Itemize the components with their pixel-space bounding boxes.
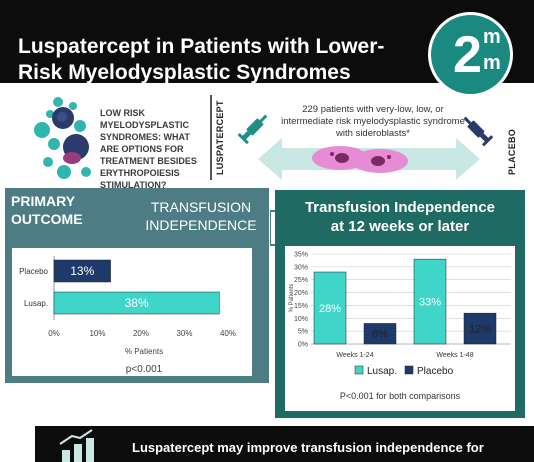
- chart1-xtick-4: 40%: [220, 329, 236, 338]
- outcome-measure-label: TRANSFUSION INDEPENDENCE: [126, 198, 276, 234]
- growth-chart-icon: [59, 429, 94, 462]
- legend-swatch-placebo: [404, 365, 414, 375]
- legend-label-lusap: Lusap.: [367, 366, 397, 377]
- chart1-category-1: Lusap.: [24, 299, 48, 308]
- page-title: Luspatercept in Patients with Lower-Risk…: [18, 35, 385, 84]
- chart2-ylabel: % Patients: [289, 284, 295, 313]
- chart2-category-0: Weeks 1-24: [336, 352, 373, 359]
- logo-letter-bottom: m: [483, 52, 501, 74]
- chart1-category-0: Placebo: [19, 267, 48, 276]
- placebo-arm-label: PLACEBO: [507, 128, 517, 175]
- chart2-ytick-5: 25%: [294, 277, 308, 284]
- chart2-ytick-4: 20%: [294, 290, 308, 297]
- chart2-bar-1-1: [463, 312, 497, 345]
- primary-label-line1: PRIMARY: [11, 193, 76, 209]
- chart1-xtick-0: 0%: [48, 329, 60, 338]
- chart2-bar-value-1-1: 12%: [469, 324, 491, 336]
- logo-digit: 2: [453, 26, 482, 84]
- chart2-ytick-3: 15%: [294, 303, 308, 310]
- syringe-icon: [237, 114, 268, 145]
- chart2-bar-value-0-1: 8%: [372, 329, 388, 341]
- chart2-labels: 0% 5% 10% 15% 20% 25% 30% 35% 28% 8% Weeks 1-24 33%…: [294, 252, 491, 360]
- chart2-ytick-6: 30%: [294, 264, 308, 271]
- logo-2minute-medicine: 2 m m: [428, 12, 513, 97]
- chart1-xtick-1: 10%: [89, 329, 105, 338]
- logo-letter-top: m: [483, 26, 501, 48]
- outcome-measure-line1: TRANSFUSION: [150, 199, 252, 215]
- chart2-ytick-7: 35%: [294, 252, 308, 259]
- chart1-bar-value-0: 13%: [70, 264, 94, 278]
- chart2-category-1: Weeks 1-48: [436, 352, 473, 359]
- chart2-bar-0-1: [363, 323, 397, 345]
- chart2-ytick-2: 10%: [294, 316, 308, 323]
- chart1-xlabel: % Patients: [125, 347, 163, 356]
- chart1-xtick-2: 20%: [133, 329, 149, 338]
- panel2-title-line2: at 12 weeks or later: [330, 218, 470, 235]
- population-text: 229 patients with very-low, low, or inte…: [281, 104, 465, 139]
- divider: [210, 95, 212, 180]
- chart2-bar-value-0-0: 28%: [319, 303, 341, 315]
- chart1-bar-value-1: 38%: [125, 296, 149, 310]
- sideroblast-cells-illustration: [34, 97, 91, 179]
- transfusion-independence-chart: 0% 5% 10% 15% 20% 25% 30% 35% 28% 8% Weeks 1-24 33%…: [285, 246, 515, 411]
- chart2-bars: [313, 258, 497, 345]
- primary-p-value: p<0.001: [126, 364, 163, 375]
- chart1-xtick-3: 30%: [176, 329, 192, 338]
- chart2-legend: Lusap. Placebo: [354, 365, 454, 377]
- chart1-bars: [53, 259, 220, 315]
- chart2-ytick-0: 0%: [298, 342, 308, 349]
- primary-label-line2: OUTCOME: [11, 211, 83, 227]
- primary-outcome-label: PRIMARY OUTCOME: [5, 192, 123, 228]
- legend-swatch-lusap: [354, 365, 364, 375]
- conclusion-text: Luspatercept may improve transfusion ind…: [132, 440, 484, 455]
- question-text: LOW RISK MYELODYSPLASTIC SYNDROMES: WHAT…: [100, 108, 197, 190]
- outcome-measure-line2: INDEPENDENCE: [145, 217, 257, 233]
- chart2-bar-value-1-0: 33%: [419, 297, 441, 309]
- legend-label-placebo: Placebo: [417, 366, 454, 377]
- chart2-bar-1-0: [413, 258, 447, 345]
- luspatercept-arm-label: LUSPATERCEPT: [215, 100, 225, 175]
- chart1-labels: 13% Placebo 38% Lusap. 0% 10% 20% 30% 40%: [19, 264, 236, 338]
- syringe-icon: [463, 116, 494, 147]
- primary-outcome-chart: 13% Placebo 38% Lusap. 0% 10% 20% 30% 40% % Pati…: [12, 248, 252, 376]
- chart2-ytick-1: 5%: [298, 329, 308, 336]
- chart1-bar-0: [53, 259, 111, 283]
- randomization-arrow: [258, 138, 480, 180]
- panel2-title: Transfusion Independence at 12 weeks or …: [275, 198, 525, 236]
- panel2-title-line1: Transfusion Independence: [304, 199, 496, 216]
- panel2-p-value: P<0.001 for both comparisons: [340, 391, 461, 401]
- chart2-bar-0-0: [313, 271, 347, 345]
- conclusion-bar: [35, 426, 534, 462]
- chart1-bar-1: [53, 291, 220, 315]
